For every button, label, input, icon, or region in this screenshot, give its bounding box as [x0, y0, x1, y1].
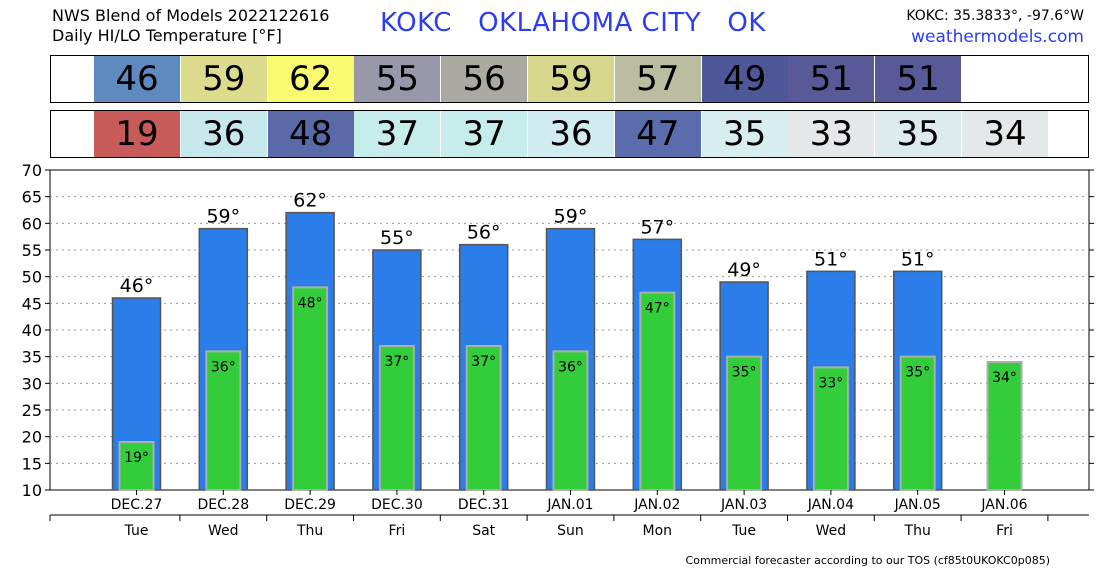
hi-strip-cell: 51: [875, 56, 962, 102]
lo-bar: [812, 366, 849, 491]
lo-label: 48°: [298, 295, 323, 311]
weekday-label: Mon: [643, 523, 673, 539]
header-right: KOKC: 35.3833°, -97.6°W weathermodels.co…: [906, 6, 1084, 48]
footer-note: Commercial forecaster according to our T…: [685, 554, 1050, 567]
x-tick-label: JAN.06: [980, 497, 1027, 513]
site-link[interactable]: weathermodels.com: [911, 27, 1084, 47]
header-left: NWS Blend of Models 2022122616 Daily HI/…: [52, 6, 329, 46]
weekday-label: Fri: [996, 523, 1013, 539]
chart-title: NWS Blend of Models 2022122616: [52, 6, 330, 25]
hi-strip-cell: 57: [614, 56, 701, 102]
y-tick-label: 60: [22, 214, 42, 233]
y-tick-label: 20: [22, 428, 42, 447]
hi-label: 51°: [814, 248, 848, 270]
weekday-label: Tue: [731, 523, 756, 539]
y-tick-label: 70: [22, 161, 42, 180]
chart-subtitle: Daily HI/LO Temperature [°F]: [52, 26, 282, 45]
y-tick-label: 55: [22, 241, 42, 260]
hi-label: 46°: [120, 275, 154, 297]
lo-strip-cell: 36: [180, 111, 267, 157]
lo-bar: [292, 286, 329, 492]
y-tick-label: 30: [22, 374, 42, 393]
hi-label: 56°: [467, 222, 501, 244]
hi-strip: 46 59 62 55 56 59 57 49 51 51: [50, 55, 1089, 103]
lo-label: 37°: [471, 354, 496, 370]
lo-bar: [552, 350, 589, 491]
y-tick-label: 10: [22, 481, 42, 500]
hi-strip-cell: 59: [180, 56, 267, 102]
hi-label: 59°: [206, 206, 240, 228]
hi-strip-cell: 56: [441, 56, 528, 102]
hi-strip-cell: 49: [701, 56, 788, 102]
weekday-label: Tue: [124, 523, 149, 539]
x-tick-label: JAN.03: [720, 497, 767, 513]
lo-strip-cell: 37: [354, 111, 441, 157]
hi-label: 59°: [554, 206, 588, 228]
lo-label: 19°: [124, 450, 149, 466]
hi-strip-cell: 51: [788, 56, 875, 102]
y-tick-label: 35: [22, 348, 42, 367]
hi-label: 55°: [380, 227, 414, 249]
y-tick-label: 25: [22, 401, 42, 420]
hi-label: 62°: [293, 190, 327, 212]
x-tick-label: JAN.02: [633, 497, 680, 513]
hi-strip-cell: 55: [354, 56, 441, 102]
lo-label: 35°: [732, 365, 757, 381]
x-tick-label: DEC.31: [458, 497, 510, 513]
lo-label: 47°: [645, 301, 670, 317]
lo-strip: 19 36 48 37 37 36 47 35 33 35 34: [50, 110, 1089, 158]
lo-strip-cell: 47: [614, 111, 701, 157]
y-tick-label: 50: [22, 268, 42, 287]
x-tick-label: JAN.01: [546, 497, 593, 513]
y-tick-label: 45: [22, 294, 42, 313]
lo-bar: [726, 355, 763, 491]
x-tick-label: DEC.29: [284, 497, 336, 513]
lo-label: 34°: [992, 370, 1017, 386]
y-tick-label: 65: [22, 188, 42, 207]
x-tick-label: DEC.27: [111, 497, 163, 513]
weekday-label: Sun: [557, 523, 584, 539]
lo-bar: [639, 291, 676, 491]
y-tick-label: 15: [22, 454, 42, 473]
hi-strip-cell: 46: [94, 56, 180, 102]
hi-label: 49°: [727, 259, 761, 281]
lo-bar: [378, 345, 415, 491]
weekday-label: Fri: [389, 523, 406, 539]
lo-bar: [899, 355, 936, 491]
weekday-label: Thu: [904, 523, 931, 539]
lo-strip-cell: 19: [94, 111, 180, 157]
lo-strip-cell: 35: [701, 111, 788, 157]
x-tick-label: JAN.04: [807, 497, 854, 513]
lo-strip-cell: 33: [788, 111, 875, 157]
lo-label: 36°: [558, 359, 583, 375]
lo-label: 36°: [211, 359, 236, 375]
weekday-label: Wed: [816, 523, 847, 539]
lo-label: 35°: [905, 365, 930, 381]
lo-strip-cell: 48: [267, 111, 354, 157]
hi-label: 57°: [640, 216, 674, 238]
lo-bar: [118, 441, 155, 491]
lo-label: 37°: [384, 354, 409, 370]
x-tick-label: DEC.28: [197, 497, 249, 513]
weekday-label: Wed: [208, 523, 239, 539]
station-coords: KOKC: 35.3833°, -97.6°W: [906, 8, 1084, 24]
weekday-label: Sat: [472, 523, 495, 539]
weekday-label: Thu: [296, 523, 323, 539]
hi-label: 51°: [901, 248, 935, 270]
lo-strip-cell: 37: [441, 111, 528, 157]
lo-strip-cell: 36: [528, 111, 614, 157]
hi-strip-cell: 59: [528, 56, 614, 102]
station-name: KOKC OKLAHOMA CITY OK: [380, 8, 766, 38]
temperature-chart: 10 15 20 25 30 35 40 45 50 55 60 65 70 46° 19° DEC.27 Tu…: [22, 161, 1094, 539]
lo-strip-cell: 35: [875, 111, 962, 157]
lo-strip-cell: 34: [962, 111, 1048, 157]
x-tick-label: JAN.05: [894, 497, 941, 513]
lo-label: 33°: [818, 375, 843, 391]
hi-strip-cell: 62: [267, 56, 354, 102]
lo-bar: [986, 361, 1023, 491]
y-tick-label: 40: [22, 321, 42, 340]
x-tick-label: DEC.30: [371, 497, 423, 513]
